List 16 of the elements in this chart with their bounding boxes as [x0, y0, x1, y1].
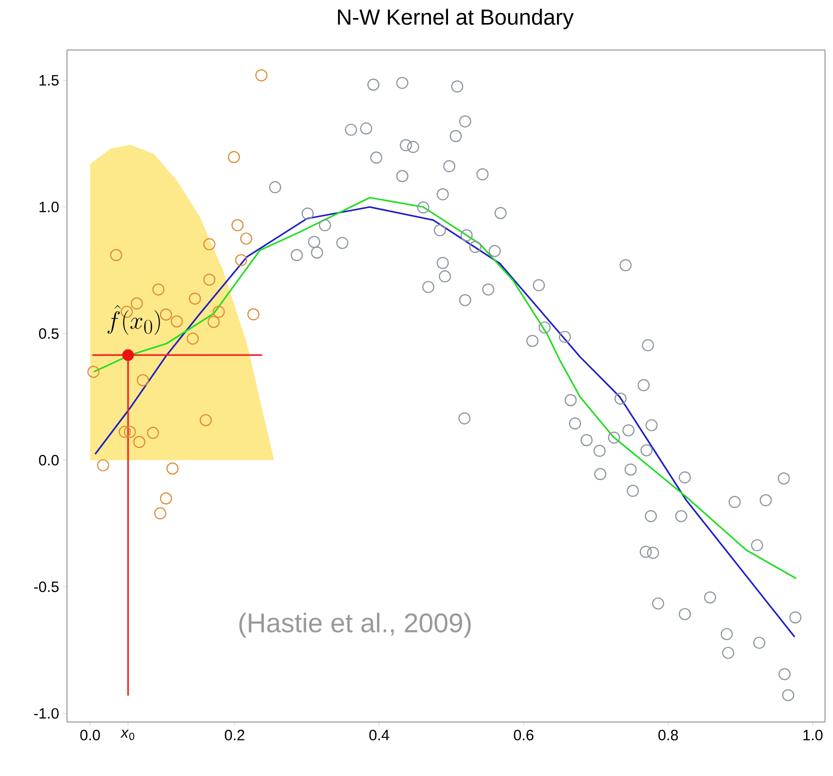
- x-tick-label: 0.4: [369, 730, 390, 740]
- x-tick-label: 1.0: [803, 730, 823, 740]
- chart-title: N-W Kernel at Boundary: [338, 8, 574, 30]
- y-tick-label: 1.5: [40, 75, 59, 86]
- x-tick-label: x$_{0}$: [120, 730, 134, 740]
- x-tick-label: 0.0: [80, 730, 100, 740]
- x-tick-label: 0.2: [224, 730, 244, 740]
- y-tick-label: -1.0: [34, 708, 59, 719]
- y-tick-label: 0.5: [39, 328, 59, 339]
- y-tick-label: 1.0: [40, 202, 59, 212]
- x-tick-label: 0.8: [658, 730, 678, 740]
- annotation: $\hat{f}(x_0)$: [108, 304, 160, 335]
- y-tick-label: -0.5: [34, 581, 59, 592]
- annotation: (Hastie et al., 2009): [239, 612, 471, 638]
- y-tick-label: 0.0: [39, 454, 59, 466]
- x-tick-label: 0.6: [514, 730, 534, 740]
